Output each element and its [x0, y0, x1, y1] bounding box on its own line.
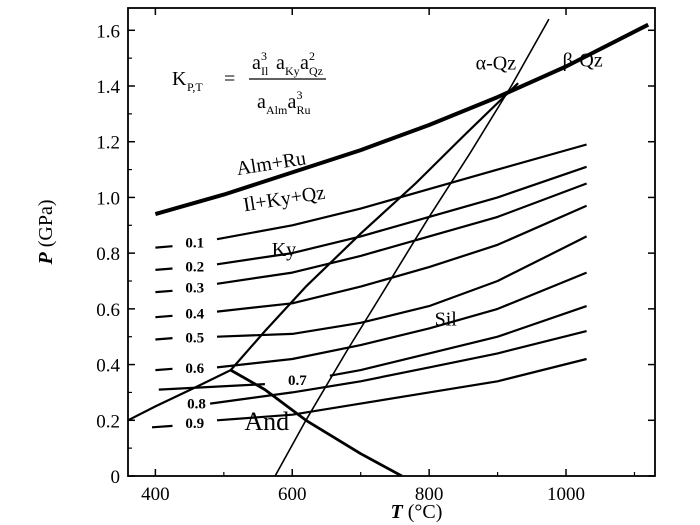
y-tick-label: 1.2 — [96, 133, 120, 154]
isopleth-label: 0.4 — [185, 307, 204, 323]
line-isopleth-0.2 — [155, 267, 173, 271]
phase-label: And — [244, 407, 289, 436]
equation-denominator-subscript: Ru — [297, 103, 311, 117]
line-isopleth-0.8 — [209, 330, 587, 405]
isopleth-label: 0.1 — [185, 236, 204, 252]
line-aluminosilicate-And-Ky — [128, 369, 232, 422]
x-axis-title: T (°C) — [391, 501, 443, 523]
equation-denominator-superscript: 3 — [297, 88, 303, 102]
phase-label: Sil — [435, 309, 458, 331]
equation-numerator-activity: a — [276, 52, 285, 74]
phase-label: α-Qz — [476, 52, 517, 74]
plot-frame — [127, 7, 656, 477]
phase-label: Ky — [272, 239, 296, 261]
equation-numerator-superscript: 3 — [261, 49, 267, 63]
phase-label: β-Qz — [563, 50, 603, 72]
line-isopleth-0.6-segment — [216, 271, 588, 369]
equation-denominator-activity: a — [257, 91, 266, 113]
equation-numerator-activity: a — [300, 52, 309, 74]
isopleth-label: 0.5 — [185, 330, 204, 346]
x-tick-label: 400 — [141, 484, 170, 505]
axis-ticks: 400 600 800 1000 0 0.2 0.4 0.6 0.8 1.0 1.2 1.4 1.6 — [96, 8, 655, 505]
y-axis-symbol: P — [35, 251, 57, 265]
equation-lhs: K — [172, 68, 187, 90]
equation-numerator-subscript: Il — [261, 64, 269, 78]
isopleth-label: 0.9 — [185, 416, 204, 432]
line-isopleth-0.6 — [155, 367, 173, 372]
x-axis-unit: (°C) — [403, 501, 443, 523]
line-isopleth-0.5-segment — [216, 235, 588, 338]
line-isopleth-0.7 — [158, 383, 265, 391]
line-reaction-Alm-Ru-Il-Ky-Qz — [154, 22, 650, 217]
isopleth-label: 0.8 — [187, 397, 206, 413]
equation-equals: = — [224, 68, 235, 90]
line-isopleth-0.4-segment — [216, 204, 588, 313]
x-tick-label: 1000 — [547, 484, 585, 505]
line-isopleth-0.9-segment — [216, 357, 587, 422]
isopleth-label: 0.6 — [185, 361, 204, 377]
x-tick-label: 800 — [415, 484, 444, 505]
line-isopleth-0.1-segment — [216, 143, 587, 241]
y-tick-label: 0.2 — [96, 411, 120, 432]
line-isopleth-0.7-segment — [329, 305, 587, 377]
line-isopleth-0.4 — [155, 314, 173, 319]
line-isopleth-0.1 — [155, 245, 173, 249]
y-tick-label: 1.4 — [96, 77, 120, 98]
line-quartz--Qz-Qz — [274, 18, 550, 476]
equation-numerator-activity: a — [252, 52, 261, 74]
line-isopleth-0.3-segment — [216, 182, 587, 285]
line-isopleth-0.2-segment — [216, 165, 587, 266]
y-tick-label: 1.6 — [96, 21, 120, 42]
line-isopleth-0.3 — [155, 289, 173, 294]
isopleth-label: 0.3 — [185, 280, 204, 296]
line-isopleth-0.5 — [155, 337, 173, 341]
phase-label: Alm+Ru — [235, 147, 308, 180]
line-isopleth-0.9 — [151, 424, 173, 429]
y-axis-title: P (GPa) — [35, 200, 57, 266]
phase-label: Il+Ky+Qz — [242, 182, 327, 217]
isopleth-labels: 0.1 0.2 0.3 0.4 0.5 0.6 0.7 0.8 0.9 — [185, 236, 307, 432]
equation-numerator-subscript: Ky — [285, 64, 300, 78]
equation-denominator-subscript: Alm — [266, 103, 288, 117]
y-tick-label: 0.6 — [96, 300, 120, 321]
series-lines — [128, 18, 650, 476]
isopleth-label: 0.2 — [185, 259, 204, 275]
equation-numerator-superscript: 2 — [309, 49, 315, 63]
isopleth-label: 0.7 — [288, 373, 307, 389]
plot-frame-group — [127, 7, 656, 477]
line-aluminosilicate-Ky-Sil — [229, 82, 519, 371]
equation-denominator-activity: a — [288, 91, 297, 113]
equation-numerator-subscript: Qz — [309, 64, 323, 78]
y-axis-unit: (GPa) — [35, 200, 57, 253]
y-tick-label: 0.8 — [96, 244, 120, 265]
y-tick-label: 1.0 — [96, 188, 120, 209]
y-tick-label: 0.4 — [96, 356, 120, 377]
equation-lhs-subscript: P,T — [187, 80, 203, 94]
x-tick-label: 600 — [278, 484, 307, 505]
y-tick-label: 0 — [111, 467, 121, 488]
x-axis-symbol: T — [391, 501, 404, 523]
